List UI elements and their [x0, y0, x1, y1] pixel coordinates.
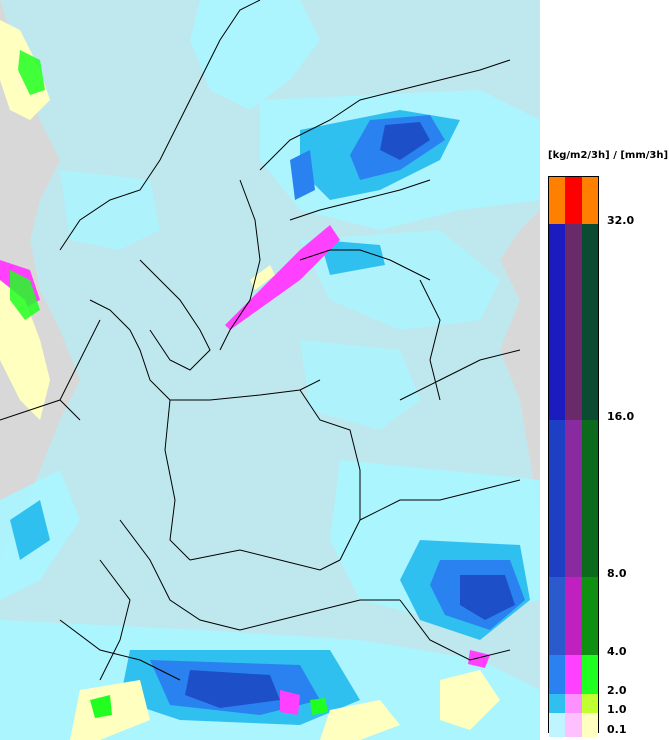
legend-tick-0-1: 0.1	[607, 723, 627, 736]
legend-band-2	[549, 420, 598, 577]
legend-swatch-6-0	[549, 713, 566, 737]
legend-tick-32: 32.0	[607, 214, 635, 227]
legend-band-1	[549, 224, 598, 420]
legend-swatch-1-2	[581, 224, 598, 420]
legend-swatch-0-1	[565, 177, 582, 224]
legend-swatch-1-0	[549, 224, 566, 420]
legend-tick-1: 1.0	[607, 703, 627, 716]
legend-band-4	[549, 655, 598, 694]
legend-band-0	[549, 177, 598, 224]
legend-swatch-4-0	[549, 655, 566, 694]
legend-swatch-2-0	[549, 420, 566, 577]
legend-band-5	[549, 694, 598, 713]
legend-swatch-5-1	[565, 694, 582, 713]
legend-tick-4: 4.0	[607, 645, 627, 658]
legend-swatch-3-1	[565, 577, 582, 655]
legend-swatch-3-0	[549, 577, 566, 655]
precipitation-map	[0, 0, 540, 740]
legend: [kg/m2/3h] / [mm/3h] 32.0 16.0 8.0 4.0 2…	[540, 0, 669, 740]
legend-swatch-0-2	[581, 177, 598, 224]
legend-swatch-2-1	[565, 420, 582, 577]
legend-swatch-5-2	[581, 694, 598, 713]
legend-band-3	[549, 577, 598, 655]
legend-tick-2: 2.0	[607, 684, 627, 697]
coastlines	[0, 0, 511, 421]
legend-swatch-2-2	[581, 420, 598, 577]
legend-band-6	[549, 713, 598, 737]
legend-swatch-0-0	[549, 177, 566, 224]
legend-color-bar	[548, 176, 599, 737]
legend-swatch-4-2	[581, 655, 598, 694]
legend-swatch-6-1	[565, 713, 582, 737]
legend-swatch-3-2	[581, 577, 598, 655]
legend-tick-8: 8.0	[607, 567, 627, 580]
legend-swatch-6-2	[581, 713, 598, 737]
legend-units: [kg/m2/3h] / [mm/3h]	[548, 150, 669, 161]
legend-swatch-4-1	[565, 655, 582, 694]
precip-strong	[185, 122, 515, 708]
legend-swatch-5-0	[549, 694, 566, 713]
country-borders	[59, 279, 521, 681]
legend-swatch-1-1	[565, 224, 582, 420]
precip-green	[10, 50, 328, 718]
legend-tick-16: 16.0	[607, 410, 635, 423]
